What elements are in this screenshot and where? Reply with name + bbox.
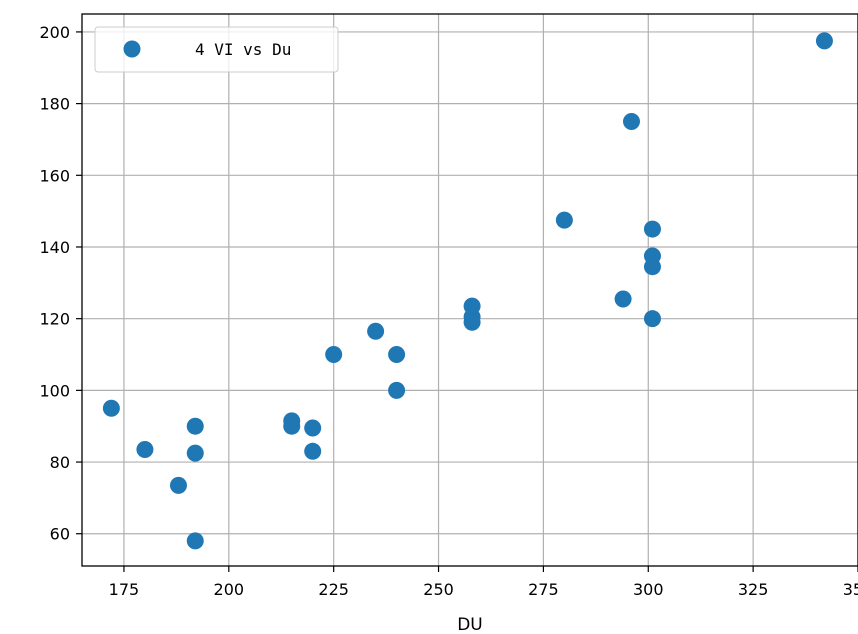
data-point [463,297,481,315]
data-point [643,310,661,328]
data-point [186,532,204,550]
grid-lines [82,14,858,566]
data-point [304,419,322,437]
data-point [186,444,204,462]
legend: 4 VI vs Du [94,26,339,73]
data-point [102,399,120,417]
y-tick-label: 160 [39,166,70,185]
x-axis-ticks: 175 200 225 250 275 300 325 350 [109,566,858,599]
x-tick-label: 250 [423,580,454,599]
x-tick-label: 300 [633,580,664,599]
data-point [388,381,406,399]
x-tick-label: 275 [528,580,559,599]
y-tick-label: 60 [50,525,70,544]
y-axis-ticks: 60 80 100 120 140 160 180 200 [39,23,82,544]
x-tick-label: 175 [109,580,140,599]
data-point [815,32,833,50]
legend-marker [123,40,141,58]
data-point [555,211,573,229]
data-point [367,322,385,340]
data-point [643,247,661,265]
y-tick-label: 200 [39,23,70,42]
data-point [325,346,343,364]
x-tick-label: 325 [738,580,769,599]
data-point [304,442,322,460]
y-tick-label: 100 [39,381,70,400]
legend-label: 4 VI vs Du [195,40,291,59]
y-tick-label: 80 [50,453,70,472]
y-tick-label: 140 [39,238,70,257]
data-point [283,412,301,430]
data-point [643,220,661,238]
legend-box [94,26,339,73]
x-axis-label: DU [457,615,483,634]
data-point [622,113,640,131]
data-point [186,417,204,435]
x-tick-label: 225 [318,580,349,599]
x-tick-label: 350 [843,580,858,599]
data-point [136,441,154,459]
y-tick-label: 120 [39,310,70,329]
x-tick-label: 200 [214,580,245,599]
data-points [102,32,833,550]
data-point [388,346,406,364]
plot-frame [81,13,858,567]
y-tick-label: 180 [39,95,70,114]
data-point [614,290,632,308]
data-point [169,476,187,494]
